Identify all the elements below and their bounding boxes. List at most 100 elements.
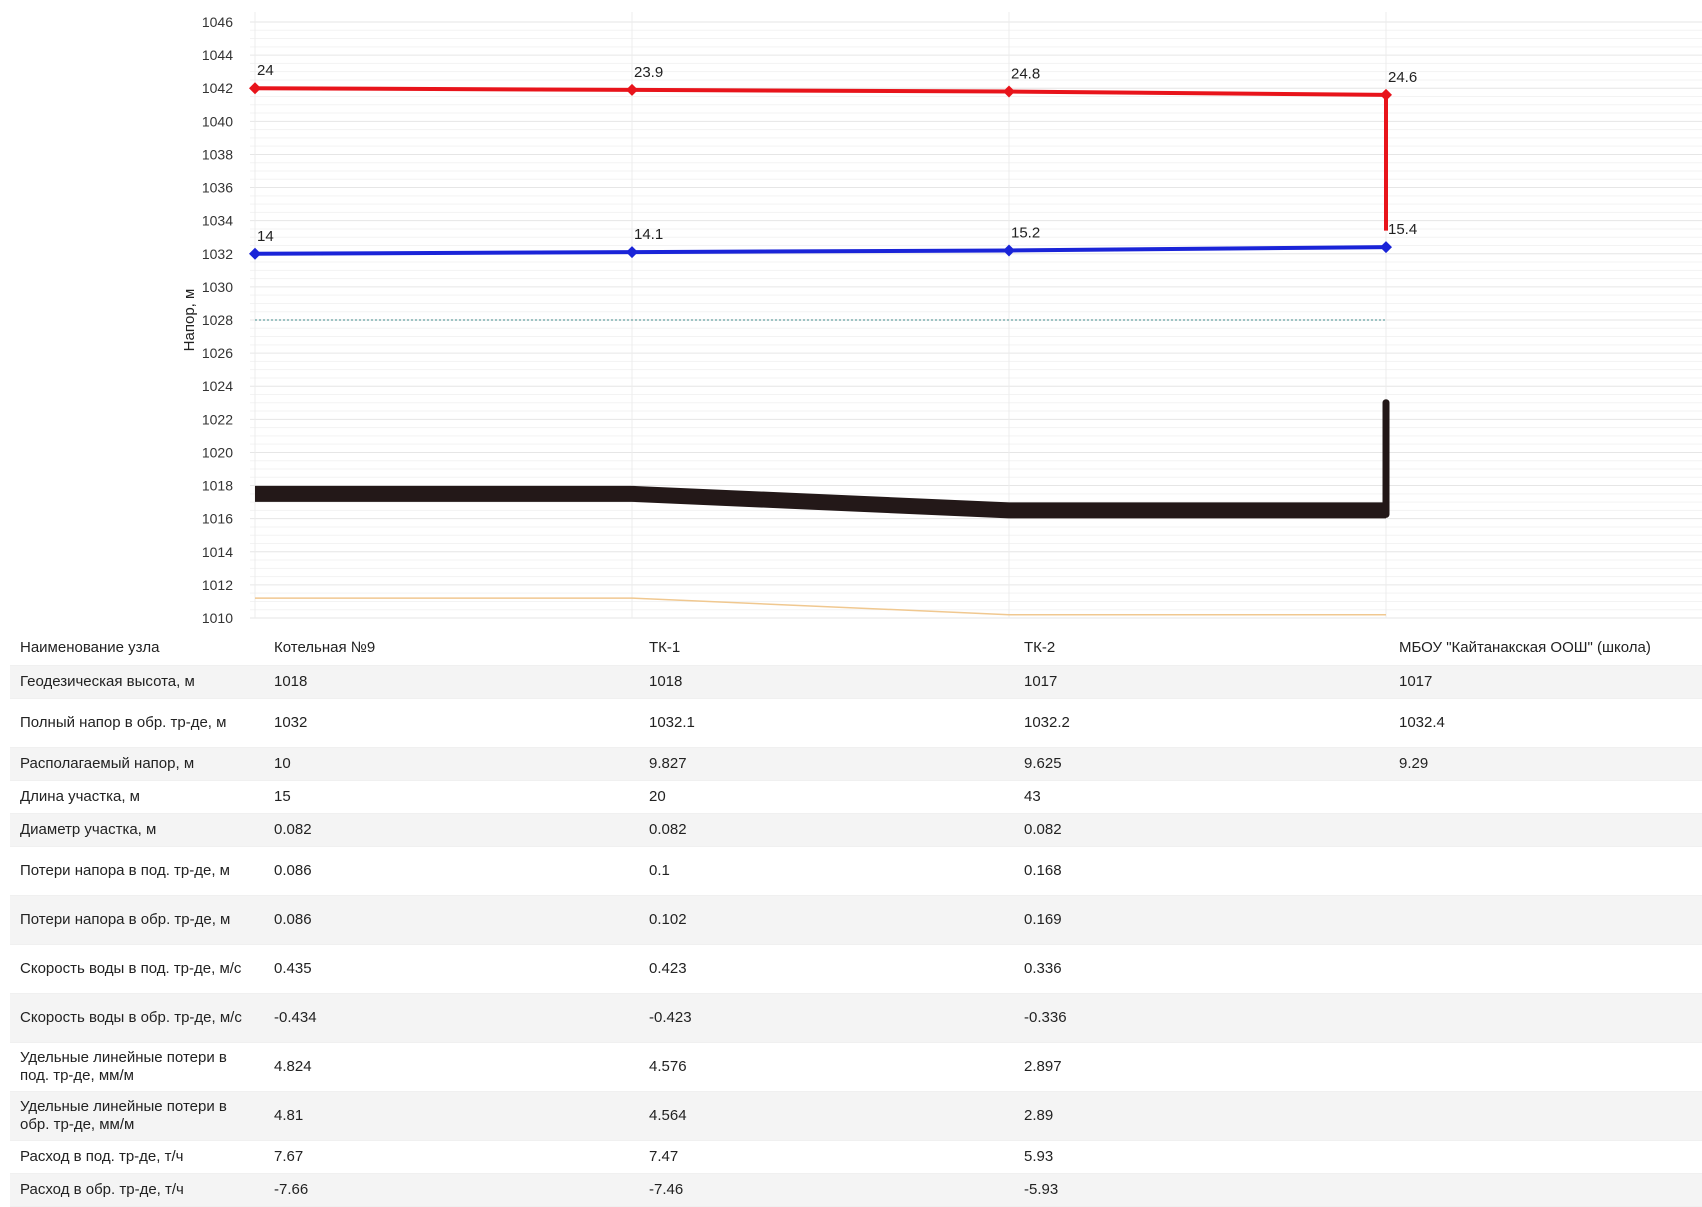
table-cell: -0.434 — [264, 993, 639, 1043]
y-tick-label: 1016 — [202, 511, 233, 527]
y-tick-label: 1038 — [202, 146, 233, 162]
y-tick-label: 1042 — [202, 80, 233, 96]
node-data-table: Наименование узла Котельная №9 ТК-1 ТК-2 МБО… — [10, 632, 1702, 1207]
series-line-supply — [254, 86, 1387, 97]
row-label: Удельные линейные потери в под. тр-де, м… — [10, 1042, 264, 1092]
table-cell: 4.564 — [639, 1091, 1014, 1141]
y-axis-label: Напор, м — [181, 289, 198, 352]
series-marker-return — [626, 246, 638, 259]
series-line-ground — [255, 485, 1386, 519]
table-row: Скорость воды в обр. тр-де, м/с -0.434 -0.… — [10, 993, 1702, 1043]
table-row: Скорость воды в под. тр-де, м/с 0.435 0.42… — [10, 944, 1702, 994]
y-tick-label: 1028 — [202, 312, 233, 328]
y-tick-label: 1012 — [202, 577, 233, 593]
table-cell: 5.93 — [1014, 1140, 1389, 1174]
table-cell: -0.336 — [1014, 993, 1389, 1043]
table-cell: 0.086 — [264, 846, 639, 896]
table-cell — [1389, 944, 1702, 994]
y-tick-label: 1024 — [202, 378, 233, 394]
row-label: Потери напора в под. тр-де, м — [10, 846, 264, 896]
y-tick-label: 1018 — [202, 478, 233, 494]
data-label-supply: 24 — [257, 62, 274, 79]
row-label: Полный напор в обр. тр-де, м — [10, 698, 264, 748]
row-label: Наименование узла — [10, 632, 264, 666]
table-cell: МБОУ "Кайтанакская ООШ" (школа) — [1389, 632, 1702, 666]
table-row: Расход в обр. тр-де, т/ч -7.66 -7.46 -5.93 — [10, 1173, 1702, 1207]
series-line-return — [254, 245, 1387, 256]
data-label-return: 15.4 — [1388, 221, 1417, 238]
y-tick-label: 1022 — [202, 411, 233, 427]
table-cell: 0.082 — [264, 813, 639, 847]
data-label-supply: 24.8 — [1011, 66, 1040, 83]
table-cell — [1389, 780, 1702, 814]
table-cell: 4.81 — [264, 1091, 639, 1141]
table-row: Наименование узла Котельная №9 ТК-1 ТК-2 МБО… — [10, 632, 1702, 666]
series-marker-return — [1380, 241, 1392, 254]
table-cell — [1389, 813, 1702, 847]
table-cell: 1032.2 — [1014, 698, 1389, 748]
row-label: Расход в под. тр-де, т/ч — [10, 1140, 264, 1174]
table-cell — [1389, 993, 1702, 1043]
table-row: Полный напор в обр. тр-де, м 1032 1032.1 10… — [10, 698, 1702, 748]
row-label: Потери напора в обр. тр-де, м — [10, 895, 264, 945]
table-row: Диаметр участка, м 0.082 0.082 0.082 — [10, 813, 1702, 847]
table-cell: 2.89 — [1014, 1091, 1389, 1141]
table-cell: 0.336 — [1014, 944, 1389, 994]
table-cell: -7.66 — [264, 1173, 639, 1207]
series-marker-return — [1003, 244, 1015, 257]
series-marker-supply — [1003, 85, 1015, 98]
table-row: Геодезическая высота, м 1018 1018 1017 1017 — [10, 665, 1702, 699]
table-cell — [1389, 846, 1702, 896]
data-label-supply: 23.9 — [634, 64, 663, 81]
y-tick-label: 1030 — [202, 279, 233, 295]
table-cell: 1032.4 — [1389, 698, 1702, 748]
table-cell: 0.102 — [639, 895, 1014, 945]
table-cell — [1389, 1042, 1702, 1092]
table-cell: 0.423 — [639, 944, 1014, 994]
series-marker-supply — [1380, 88, 1392, 101]
series-line-bottom — [255, 597, 1386, 616]
row-label: Диаметр участка, м — [10, 813, 264, 847]
table-cell: 4.824 — [264, 1042, 639, 1092]
y-tick-label: 1032 — [202, 246, 233, 262]
table-cell: 9.625 — [1014, 747, 1389, 781]
table-cell: 1018 — [264, 665, 639, 699]
data-label-return: 14.1 — [634, 226, 663, 243]
table-cell: 0.082 — [1014, 813, 1389, 847]
table-cell: 20 — [639, 780, 1014, 814]
table-cell: 1017 — [1014, 665, 1389, 699]
table-cell: 9.827 — [639, 747, 1014, 781]
row-label: Скорость воды в обр. тр-де, м/с — [10, 993, 264, 1043]
table-cell: 0.086 — [264, 895, 639, 945]
y-tick-label: 1044 — [202, 47, 233, 63]
table-cell: 10 — [264, 747, 639, 781]
data-labels: 24 23.9 24.8 24.6 14 14.1 15.2 15.4 — [257, 62, 1417, 245]
data-label-return: 14 — [257, 228, 274, 245]
data-label-supply: 24.6 — [1388, 69, 1417, 86]
y-tick-label: 1010 — [202, 610, 233, 626]
table-cell: Котельная №9 — [264, 632, 639, 666]
y-tick-label: 1046 — [202, 14, 233, 30]
table-row: Потери напора в под. тр-де, м 0.086 0.1 0.1… — [10, 846, 1702, 896]
series-marker-return — [249, 247, 261, 260]
grid — [250, 12, 1702, 619]
y-tick-label: 1034 — [202, 213, 233, 229]
y-axis: 1010 1012 1014 1016 1018 1020 1022 1024 1026 1028… — [202, 14, 233, 626]
table-cell — [1389, 1140, 1702, 1174]
table-row: Длина участка, м 15 20 43 — [10, 780, 1702, 814]
table-cell: 15 — [264, 780, 639, 814]
y-tick-label: 1036 — [202, 180, 233, 196]
table-cell: 9.29 — [1389, 747, 1702, 781]
row-label: Геодезическая высота, м — [10, 665, 264, 699]
head-profile-chart: 1010 1012 1014 1016 1018 1020 1022 1024 1026 1028… — [181, 12, 1702, 626]
table-cell: 0.169 — [1014, 895, 1389, 945]
table-cell: ТК-2 — [1014, 632, 1389, 666]
table-cell: 7.47 — [639, 1140, 1014, 1174]
series-marker-supply — [249, 82, 261, 95]
table-cell: 1017 — [1389, 665, 1702, 699]
table-cell: 0.168 — [1014, 846, 1389, 896]
y-tick-label: 1014 — [202, 544, 233, 560]
table-cell: 0.435 — [264, 944, 639, 994]
table-cell: 43 — [1014, 780, 1389, 814]
table-cell: 0.1 — [639, 846, 1014, 896]
